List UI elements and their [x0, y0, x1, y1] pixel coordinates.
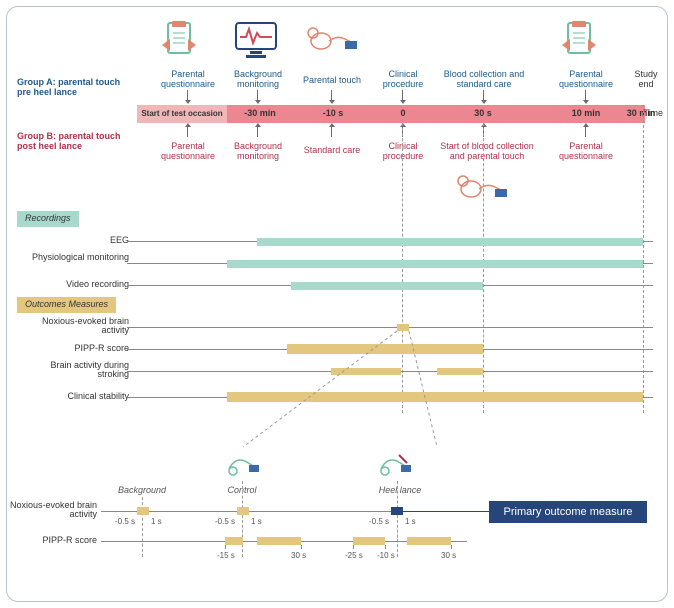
z2t4: 30 s	[441, 551, 456, 560]
z1-ctrl	[237, 507, 249, 515]
zoom-row-1: PIPP-R score	[6, 535, 97, 545]
zoom-icon-heel	[377, 449, 413, 479]
z1-hl	[391, 507, 403, 515]
z1-bg	[137, 507, 149, 515]
z1t3: 1 s	[251, 517, 262, 526]
zoom-lbl-0: Background	[107, 485, 177, 495]
z1t5: 1 s	[405, 517, 416, 526]
z1t4: -0.5 s	[369, 517, 389, 526]
z2-d	[407, 537, 451, 545]
z1t1: 1 s	[151, 517, 162, 526]
z2t1: 30 s	[291, 551, 306, 560]
z1t0: -0.5 s	[115, 517, 135, 526]
z2t3: -10 s	[377, 551, 395, 560]
primary-connector	[403, 511, 489, 512]
diagram-frame: Group A: parental touch pre heel lance P…	[6, 6, 668, 602]
z2-a	[225, 537, 243, 545]
z2-c	[353, 537, 385, 545]
z2-b	[257, 537, 301, 545]
zoom-lbl-2: Heel lance	[365, 485, 435, 495]
z1t2: -0.5 s	[215, 517, 235, 526]
zoom-row-0: Noxious-evoked brain activity	[6, 501, 97, 519]
zoom-dash-ctrl	[242, 481, 243, 557]
z2t2: -25 s	[345, 551, 363, 560]
zoom-icon-control	[225, 449, 261, 479]
z2t0: -15 s	[217, 551, 235, 560]
zoom-dash-hl	[397, 481, 398, 557]
primary-outcome-badge: Primary outcome measure	[489, 501, 647, 523]
zoom-dash-bg	[142, 497, 143, 557]
